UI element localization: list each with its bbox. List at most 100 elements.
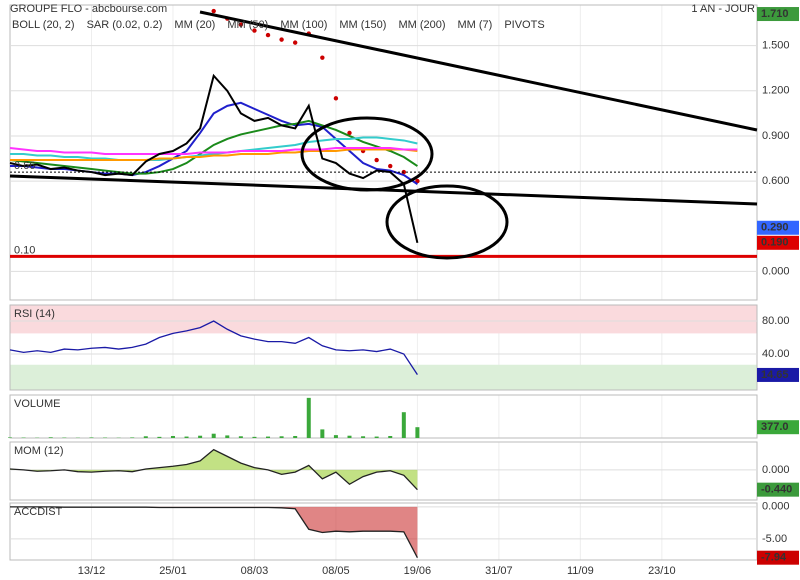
bar bbox=[211, 433, 216, 438]
line bbox=[9, 73, 419, 244]
bar bbox=[238, 436, 243, 438]
y-tick-label: 0.000 bbox=[762, 265, 790, 277]
bar bbox=[157, 436, 162, 438]
panel-frame bbox=[9, 4, 758, 301]
bar bbox=[279, 436, 284, 438]
value-box bbox=[757, 420, 799, 435]
sar-dot bbox=[252, 28, 257, 33]
value-box bbox=[757, 482, 799, 497]
line bbox=[10, 506, 418, 558]
value-box bbox=[757, 550, 799, 565]
x-tick-label: 13/12 bbox=[78, 565, 106, 577]
line bbox=[9, 320, 418, 376]
bar bbox=[130, 437, 135, 438]
sar-dot bbox=[374, 157, 379, 163]
x-tick-label: 31/07 bbox=[485, 565, 513, 577]
bar bbox=[8, 437, 12, 438]
page-title: GROUPE FLO - abcbourse.com bbox=[10, 3, 167, 15]
bar bbox=[266, 436, 271, 438]
y-tick-label: -5.00 bbox=[762, 533, 787, 545]
line bbox=[9, 448, 418, 491]
panel-title: VOLUME bbox=[14, 398, 60, 410]
x-tick-label: 11/09 bbox=[567, 565, 594, 577]
bar bbox=[170, 435, 175, 438]
value-box-label: 1.710 bbox=[761, 8, 789, 20]
period: 1 AN - JOUR bbox=[691, 3, 755, 15]
bar bbox=[293, 435, 298, 438]
legend-item: MM (100) bbox=[280, 19, 327, 31]
y-tick-label: 0.600 bbox=[762, 175, 790, 187]
panel-title: MOM (12) bbox=[14, 445, 64, 457]
trendline bbox=[199, 10, 758, 132]
x-tick-label: 08/03 bbox=[241, 565, 269, 577]
sar-dot bbox=[320, 55, 325, 60]
bar bbox=[361, 436, 366, 438]
bar bbox=[184, 436, 189, 438]
x-tick-label: 08/05 bbox=[322, 565, 350, 577]
panel-frame bbox=[9, 304, 758, 391]
y-tick-label: 1.200 bbox=[762, 85, 790, 97]
zone bbox=[10, 305, 757, 334]
bar bbox=[48, 437, 53, 438]
bar bbox=[320, 429, 325, 438]
bar bbox=[347, 435, 352, 438]
y-tick-label: 40.00 bbox=[762, 348, 790, 360]
bar bbox=[198, 435, 203, 438]
bar bbox=[252, 436, 257, 438]
area bbox=[10, 449, 418, 490]
sar-dot bbox=[238, 22, 244, 27]
zone bbox=[10, 364, 757, 390]
bar bbox=[388, 435, 393, 438]
value-box-label: -0.440 bbox=[761, 484, 792, 496]
level-label: 0.10 bbox=[14, 244, 35, 256]
y-tick-label: 0.900 bbox=[762, 130, 790, 142]
x-tick-label: 19/06 bbox=[404, 565, 432, 577]
legend-item: BOLL (20, 2) bbox=[12, 19, 75, 31]
panel-frame bbox=[9, 502, 758, 561]
x-tick-label: 25/01 bbox=[159, 565, 187, 577]
panel-frame bbox=[9, 394, 758, 439]
legend-item: MM (20) bbox=[174, 19, 215, 31]
bar bbox=[401, 412, 406, 438]
legend-item: MM (50) bbox=[227, 19, 268, 31]
sar-dot bbox=[211, 8, 216, 14]
line bbox=[10, 136, 418, 162]
highlight-ellipse bbox=[300, 116, 434, 192]
level-label: 0.66 bbox=[14, 160, 35, 172]
labels: 13/12 25/01 08/03 08/05 19/06 31/07 11/09 23/10… bbox=[12, 7, 799, 577]
value-box bbox=[757, 367, 799, 382]
bar bbox=[333, 435, 338, 438]
value-box-label: 0.190 bbox=[761, 237, 789, 249]
marks bbox=[8, 8, 757, 558]
line bbox=[9, 146, 418, 156]
bar bbox=[374, 436, 379, 438]
bar bbox=[89, 437, 94, 438]
bar bbox=[143, 436, 148, 438]
area bbox=[10, 506, 418, 558]
sar-dot bbox=[265, 32, 271, 38]
panels bbox=[9, 4, 758, 561]
sar-dot bbox=[388, 163, 393, 169]
panel-title: RSI (14) bbox=[14, 308, 55, 320]
panel-frame bbox=[9, 441, 758, 501]
line bbox=[9, 119, 418, 175]
y-tick-label: 80.00 bbox=[762, 315, 790, 327]
sar-dot bbox=[279, 37, 284, 42]
highlight-ellipse bbox=[385, 184, 509, 260]
x-tick-label: 23/10 bbox=[648, 565, 676, 577]
panel-title: ACCDIST bbox=[14, 506, 63, 518]
value-box-label: 0.290 bbox=[761, 222, 789, 234]
bar bbox=[225, 435, 230, 438]
value-box-label: 14.65 bbox=[761, 369, 789, 381]
legend-item: PIVOTS bbox=[504, 19, 544, 31]
bar bbox=[415, 427, 420, 438]
trendlines bbox=[9, 10, 758, 260]
legend-item: MM (200) bbox=[398, 19, 445, 31]
sar-dot bbox=[347, 130, 352, 136]
sar-dot bbox=[292, 40, 298, 45]
value-box bbox=[757, 220, 799, 235]
value-box bbox=[757, 235, 799, 250]
value-box bbox=[757, 7, 799, 22]
value-box-label: 377.0 bbox=[761, 421, 789, 433]
